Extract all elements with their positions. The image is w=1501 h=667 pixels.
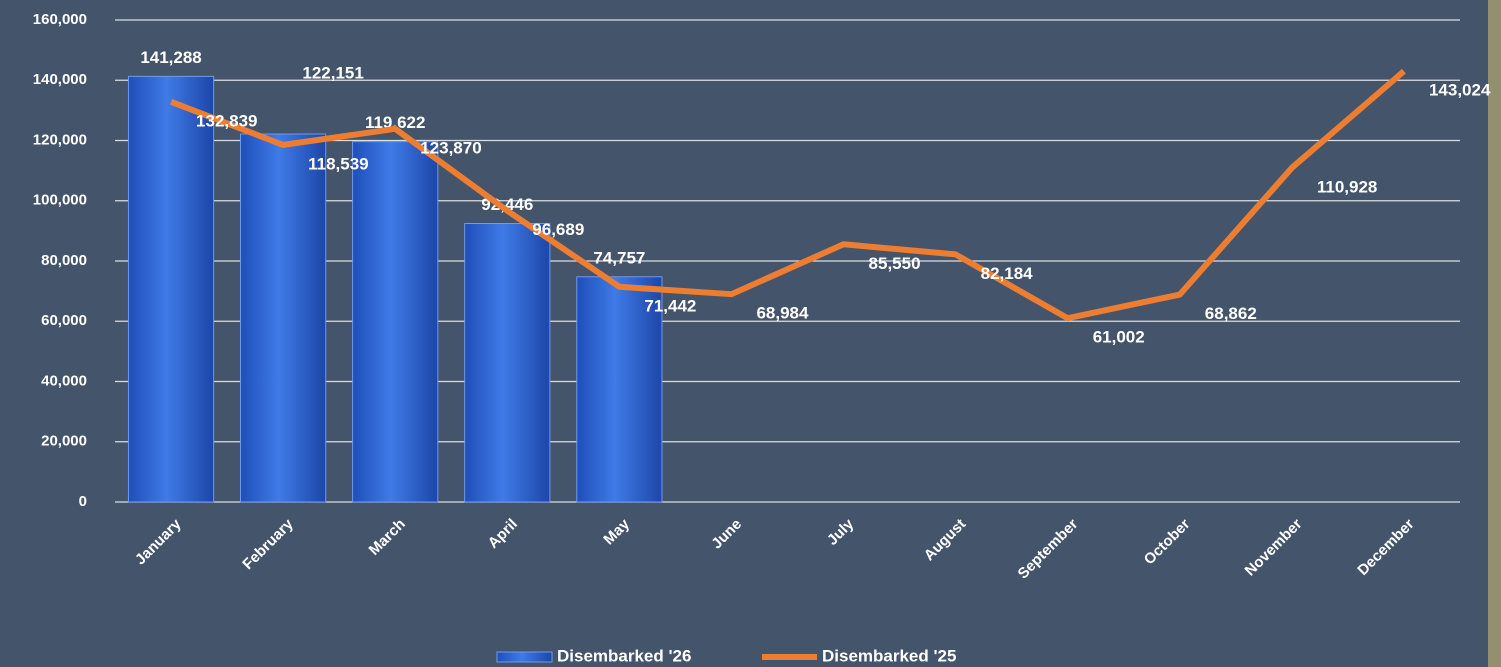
legend-label: Disembarked '26	[557, 646, 691, 665]
data-label: 71,442	[644, 296, 696, 315]
data-label: 132,839	[196, 111, 257, 130]
y-tick-label: 80,000	[41, 252, 87, 269]
y-tick-label: 40,000	[41, 372, 87, 389]
data-label: 61,002	[1093, 328, 1145, 347]
y-tick-label: 140,000	[33, 71, 87, 88]
bar	[576, 276, 663, 503]
data-label: 74,757	[593, 248, 645, 267]
y-tick-label: 100,000	[33, 192, 87, 209]
data-label: 110,928	[1317, 177, 1378, 196]
data-label: 119,622	[365, 113, 426, 132]
y-tick-label: 160,000	[33, 11, 87, 28]
data-label: 68,862	[1205, 304, 1257, 323]
data-label: 96,689	[532, 220, 584, 239]
y-tick-label: 60,000	[41, 312, 87, 329]
bar	[464, 223, 551, 503]
data-label: 82,184	[981, 264, 1034, 283]
data-label: 123,870	[420, 138, 481, 157]
bar	[240, 133, 327, 503]
y-tick-label: 20,000	[41, 433, 87, 450]
legend-label: Disembarked '25	[822, 646, 956, 665]
line	[169, 68, 1406, 322]
data-label: 141,288	[140, 48, 201, 67]
y-tick-label: 120,000	[33, 131, 87, 148]
bar	[352, 141, 439, 503]
edge-strip	[1488, 0, 1501, 667]
data-label: 122,151	[302, 64, 363, 83]
y-tick-label: 0	[79, 493, 87, 510]
data-label: 143,024	[1429, 81, 1491, 100]
bar	[127, 75, 215, 503]
data-label: 68,984	[756, 304, 809, 323]
legend-swatch	[496, 651, 553, 663]
data-label: 85,550	[869, 254, 921, 273]
data-label: 118,539	[308, 154, 369, 173]
